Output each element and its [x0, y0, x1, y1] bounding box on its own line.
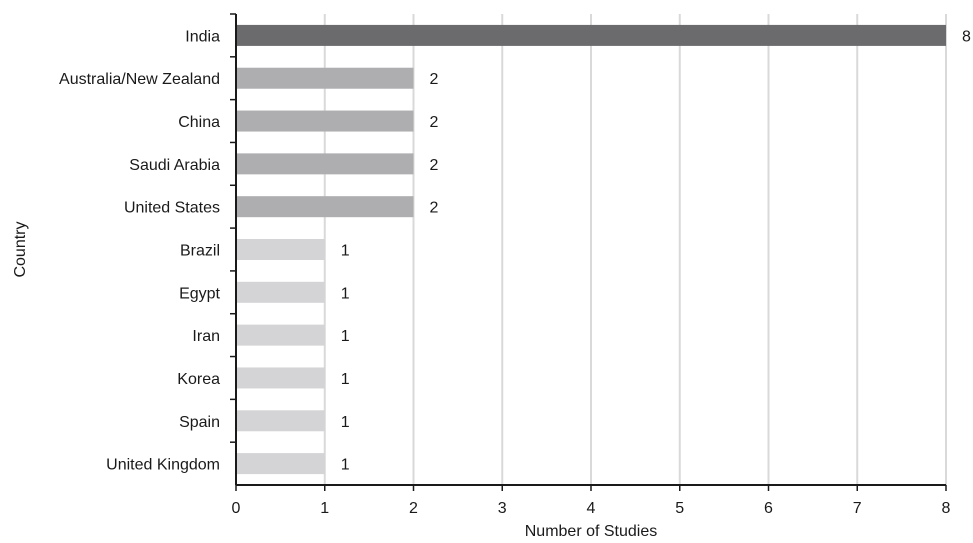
bar-united-states	[236, 196, 414, 218]
bar-united-kingdom	[236, 453, 325, 475]
data-label-india: 8	[962, 28, 971, 45]
gridlines	[323, 14, 947, 485]
x-tick-label-2: 2	[409, 500, 418, 517]
data-label-spain: 1	[341, 414, 350, 431]
bar-spain	[236, 410, 325, 432]
data-label-korea: 1	[341, 371, 350, 388]
category-label-egypt: Egypt	[179, 285, 220, 302]
category-label-india: India	[185, 28, 220, 45]
x-tick-label-1: 1	[320, 500, 329, 517]
x-axis-title: Number of Studies	[525, 523, 658, 540]
data-label-brazil: 1	[341, 243, 350, 260]
bars	[236, 24, 946, 475]
bar-brazil	[236, 239, 325, 260]
bar-india	[236, 24, 946, 46]
category-label-korea: Korea	[177, 371, 220, 388]
bar-korea	[236, 367, 325, 389]
data-labels: 8 2 2 2 2 1 1 1 1 1 1	[341, 28, 971, 473]
x-tick-label-7: 7	[853, 500, 862, 517]
x-tick-label-6: 6	[764, 500, 773, 517]
category-label-china: China	[178, 114, 220, 131]
bar-china	[236, 110, 414, 132]
bar-egypt	[236, 281, 325, 303]
x-tick-label-0: 0	[232, 500, 241, 517]
y-axis-title: Country	[12, 221, 29, 277]
x-tick-labels: 0 1 2 3 4 5 6 7 8	[232, 485, 951, 517]
bar-iran	[236, 324, 325, 346]
x-tick-label-8: 8	[942, 500, 951, 517]
x-tick-label-5: 5	[675, 500, 684, 517]
data-label-australia-new-zealand: 2	[430, 71, 439, 88]
category-label-united-kingdom: United Kingdom	[106, 457, 220, 474]
data-label-united-kingdom: 1	[341, 457, 350, 474]
category-label-spain: Spain	[179, 414, 220, 431]
category-label-saudi-arabia: Saudi Arabia	[129, 157, 220, 174]
category-label-iran: Iran	[192, 328, 220, 345]
category-label-australia-new-zealand: Australia/New Zealand	[59, 71, 220, 88]
category-label-brazil: Brazil	[180, 243, 220, 260]
x-tick-label-3: 3	[498, 500, 507, 517]
data-label-iran: 1	[341, 328, 350, 345]
bar-saudi-arabia	[236, 153, 414, 175]
data-label-china: 2	[430, 114, 439, 131]
data-label-united-states: 2	[430, 200, 439, 217]
x-tick-label-4: 4	[587, 500, 596, 517]
data-label-egypt: 1	[341, 285, 350, 302]
y-tick-labels: India Australia/New Zealand China Saudi Ara…	[59, 13, 236, 474]
category-label-united-states: United States	[124, 200, 220, 217]
data-label-saudi-arabia: 2	[430, 157, 439, 174]
bar-australia-new-zealand	[236, 67, 414, 89]
